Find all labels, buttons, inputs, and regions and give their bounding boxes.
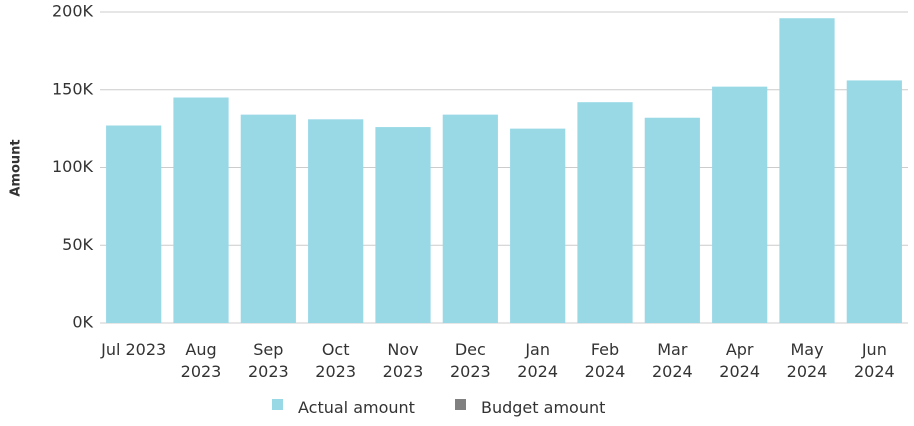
legend-label: Actual amount [298,398,415,417]
x-tick-label: Sep 2023 [247,340,289,381]
x-tick-label: Aug 2023 [180,340,222,381]
bar [846,80,902,323]
bar [510,128,566,323]
x-tick-label: May 2024 [786,340,828,381]
x-tick-label: Feb 2024 [584,340,626,381]
bar [308,119,364,323]
bar [106,125,162,323]
bar [644,117,700,324]
y-tick-label: 50K [62,235,93,254]
x-tick-label: Oct 2023 [315,340,357,381]
x-tick-label: Dec 2023 [449,340,491,381]
y-axis-label: Amount [9,139,24,196]
y-tick-label: 100K [52,157,94,176]
y-tick-label: 0K [72,313,93,332]
x-tick-label: Jul 2023 [101,340,167,359]
x-tick-label: Jan 2024 [517,340,559,381]
legend-swatch [272,399,283,410]
bar [240,114,296,323]
y-tick-label: 200K [52,2,94,21]
x-tick-label: Mar 2024 [651,340,693,381]
bar [375,127,431,323]
legend-swatch [455,399,466,410]
legend-label: Budget amount [481,398,606,417]
x-tick-label: Nov 2023 [382,340,424,381]
bar [173,97,229,324]
x-tick-label: Jun 2024 [853,340,895,381]
x-tick-label: Apr 2024 [719,340,761,381]
bar [712,86,768,323]
y-tick-label: 150K [52,79,94,98]
bar [442,114,498,323]
bar [779,18,835,323]
bar [577,102,633,323]
